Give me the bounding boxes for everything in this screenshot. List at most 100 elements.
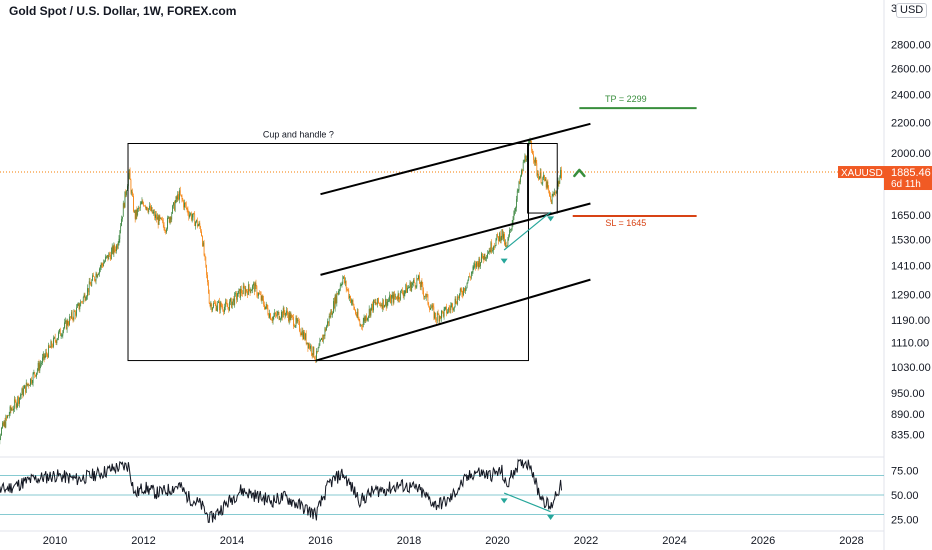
candle-body (464, 288, 466, 292)
candle-body (203, 242, 205, 256)
candle-body (423, 290, 424, 297)
candle-body (532, 150, 533, 155)
candle-body (397, 293, 399, 300)
candle-body (194, 214, 196, 226)
candle-body (477, 263, 479, 268)
candle-body (419, 275, 420, 284)
candle-body (376, 304, 378, 305)
candle-body (139, 207, 140, 209)
candle-body (463, 287, 464, 296)
candle-body (481, 253, 482, 263)
candle-body (26, 382, 28, 386)
candle-body (233, 298, 235, 305)
y-tick: 1650.00 (891, 210, 931, 222)
candle-body (338, 291, 339, 295)
candle-body (276, 314, 277, 317)
candle-body (82, 301, 83, 303)
candle-body (160, 217, 162, 219)
candle-body (247, 291, 248, 295)
currency-button[interactable]: USD (896, 3, 928, 18)
candle-body (231, 301, 233, 308)
candle-body (462, 294, 464, 296)
candle-body (108, 253, 110, 260)
candle-body (426, 294, 428, 295)
candle-body (36, 372, 37, 377)
candle-body (512, 219, 514, 224)
candle-body (487, 253, 488, 258)
candle-body (408, 287, 410, 288)
candle-body (84, 294, 86, 301)
candle-body (274, 312, 276, 316)
y-tick: 950.00 (891, 388, 925, 400)
y-tick: 1530.00 (891, 234, 931, 246)
candle-body (199, 223, 201, 227)
candle-body (195, 221, 196, 226)
rsi-marker-2 (547, 515, 555, 521)
candle-body (164, 230, 166, 231)
candle-body (250, 290, 252, 293)
y-tick: 1110.00 (891, 338, 929, 350)
candle-body (156, 217, 158, 220)
candle-body (310, 345, 311, 349)
candle-body (91, 280, 93, 286)
candle-body (429, 306, 430, 310)
candle-body (146, 206, 148, 210)
candle-body (313, 346, 315, 358)
sl-label: SL = 1645 (605, 218, 646, 228)
candle-body (263, 298, 265, 305)
candle-body (420, 281, 422, 288)
candle-body (364, 317, 366, 321)
candle-body (356, 314, 357, 317)
candle-body (0, 435, 2, 438)
price-badge (884, 166, 932, 191)
candle-body (120, 225, 122, 231)
candle-body (35, 374, 36, 377)
x-tick: 2020 (485, 535, 509, 547)
candle-body (384, 305, 385, 308)
candle-body (237, 290, 239, 297)
candle-body (63, 328, 65, 331)
candle-body (372, 303, 373, 311)
candle-body (76, 305, 78, 308)
candle-body (153, 211, 155, 213)
candle-body (296, 317, 298, 322)
candle-body (279, 319, 281, 321)
candle-body (80, 301, 82, 307)
candle-body (99, 267, 101, 269)
candle-body (547, 181, 549, 188)
drawings[interactable]: Cup and handle ? TP = 2299 SL = 1645 (127, 94, 697, 521)
candle-body (149, 205, 150, 209)
candle-body (379, 303, 380, 304)
candle-body (503, 234, 504, 239)
y-tick: 2800.00 (891, 40, 931, 52)
candle-body (60, 335, 62, 337)
candle-body (259, 294, 261, 295)
candle-body (189, 214, 190, 218)
candle-body (8, 414, 10, 416)
x-tick: 2018 (397, 535, 421, 547)
candle-body (482, 257, 484, 260)
candle-body (105, 257, 106, 262)
y-tick: 2600.00 (891, 64, 931, 76)
candle-body (254, 283, 256, 292)
candle-body (15, 400, 17, 408)
candle-body (83, 294, 85, 298)
candle-body (537, 174, 539, 175)
candle-body (373, 299, 374, 311)
candle-body (549, 190, 550, 197)
candle-body (230, 298, 231, 302)
candle-body (430, 307, 431, 310)
candle-body (333, 301, 335, 309)
rsi-tick: 25.00 (891, 515, 919, 527)
candle-body (225, 301, 226, 307)
candle-body (225, 301, 227, 304)
candle-body (310, 345, 312, 354)
candle-body (536, 163, 538, 175)
candle-body (434, 312, 436, 319)
candle-body (202, 236, 203, 246)
candle-body (513, 213, 515, 220)
candle-body (401, 290, 402, 291)
candle-body (459, 293, 460, 299)
